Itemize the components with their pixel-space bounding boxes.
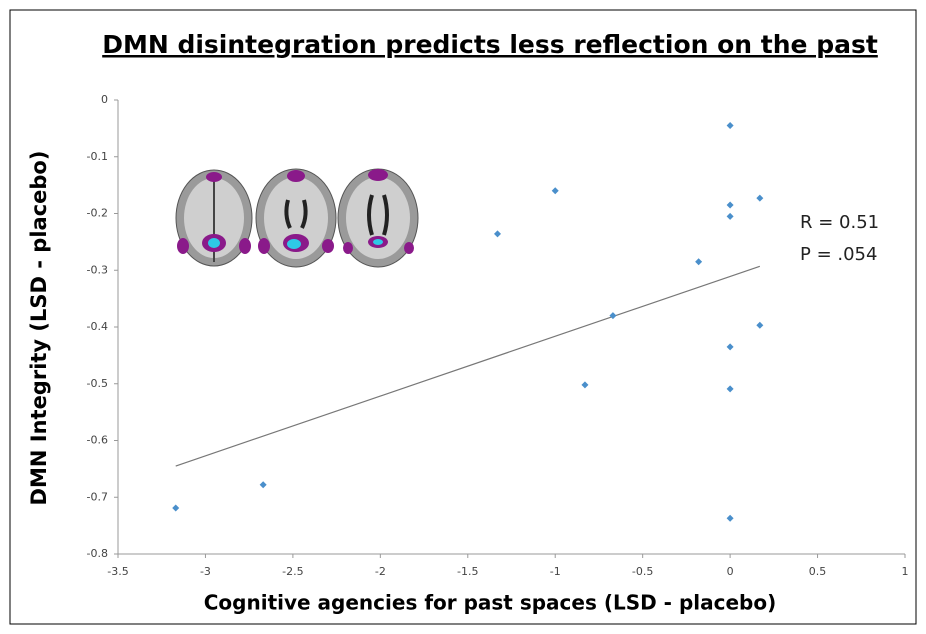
chart-title: DMN disintegration predicts less reflect… [102,30,878,59]
y-axis-label: DMN Integrity (LSD - placebo) [27,151,51,506]
y-tick-label: 0 [101,93,108,106]
y-tick-label: -0.1 [87,150,108,163]
y-tick-label: -0.2 [87,207,108,220]
x-tick-label: -2 [375,565,386,578]
annotation: P = .054 [800,244,877,265]
brain-slice [338,169,418,267]
x-tick-label: -2.5 [282,565,303,578]
y-tick-label: -0.8 [87,547,108,560]
y-tick-label: -0.6 [87,434,108,447]
chart: DMN disintegration predicts less reflect… [0,0,926,634]
x-tick-label: 0.5 [809,565,827,578]
x-tick-label: 1 [902,565,909,578]
frame [10,10,916,624]
brain-slice [256,169,336,267]
y-tick-label: -0.5 [87,377,108,390]
annotation: R = 0.51 [800,212,879,233]
y-tick-label: -0.7 [87,490,108,503]
x-axis-label: Cognitive agencies for past spaces (LSD … [204,591,776,615]
x-tick-label: -3.5 [107,565,128,578]
brain-images [176,169,418,267]
brain-slice [176,170,252,266]
page: DMN disintegration predicts less reflect… [0,0,926,634]
x-tick-label: -1 [550,565,561,578]
x-tick-label: 0 [727,565,734,578]
x-tick-label: -1.5 [457,565,478,578]
y-tick-label: -0.3 [87,263,108,276]
x-tick-label: -3 [200,565,211,578]
y-tick-label: -0.4 [87,320,108,333]
x-tick-label: -0.5 [632,565,653,578]
